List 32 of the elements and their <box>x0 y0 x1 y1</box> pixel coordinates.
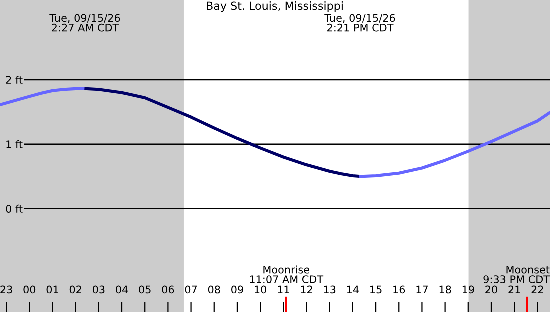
ref-line-label: Moonrise 11:07 AM CDT <box>250 266 324 284</box>
x-tick-label: 10 <box>255 286 267 294</box>
x-tick-label: 06 <box>162 286 174 294</box>
x-tick-label: 19 <box>462 286 474 294</box>
x-tick-label: 12 <box>301 286 312 294</box>
x-tick-label: 21 <box>508 286 520 294</box>
x-tick-label: 17 <box>416 286 428 294</box>
x-tick-label: 14 <box>347 286 359 294</box>
ref-line-label: Moonset 9:33 PM CDT <box>484 266 550 284</box>
x-tick-label: 07 <box>185 286 198 294</box>
x-tick-label: 09 <box>232 286 244 294</box>
x-tick-label: 03 <box>92 286 105 294</box>
annotation: Tue, 09/15/26 2:27 AM CDT <box>50 14 120 32</box>
y-tick-label: 0 ft <box>6 204 23 213</box>
x-tick-label: 01 <box>46 286 58 294</box>
x-tick-label: 23 <box>0 286 12 294</box>
x-tick-label: 15 <box>370 286 382 294</box>
x-tick-label: 13 <box>324 286 336 294</box>
x-tick-label: 04 <box>116 286 128 294</box>
y-tick-label: 1 ft <box>6 140 23 148</box>
x-tick-label: 20 <box>486 286 498 294</box>
x-tick-label: 18 <box>440 286 452 294</box>
x-tick-label: 22 <box>532 286 544 294</box>
x-tick-label: 16 <box>394 286 406 294</box>
annotation: Tue, 09/15/26 2:21 PM CDT <box>324 14 396 32</box>
y-tick-label: 2 ft <box>6 76 23 84</box>
x-tick-label: 05 <box>139 286 151 294</box>
x-tick-label: 11 <box>278 286 290 294</box>
x-tick-label: 00 <box>24 286 36 294</box>
chart-title: Bay St. Louis, Mississippi <box>207 2 343 12</box>
x-tick-label: 08 <box>208 286 220 294</box>
x-tick-label: 02 <box>70 286 82 294</box>
